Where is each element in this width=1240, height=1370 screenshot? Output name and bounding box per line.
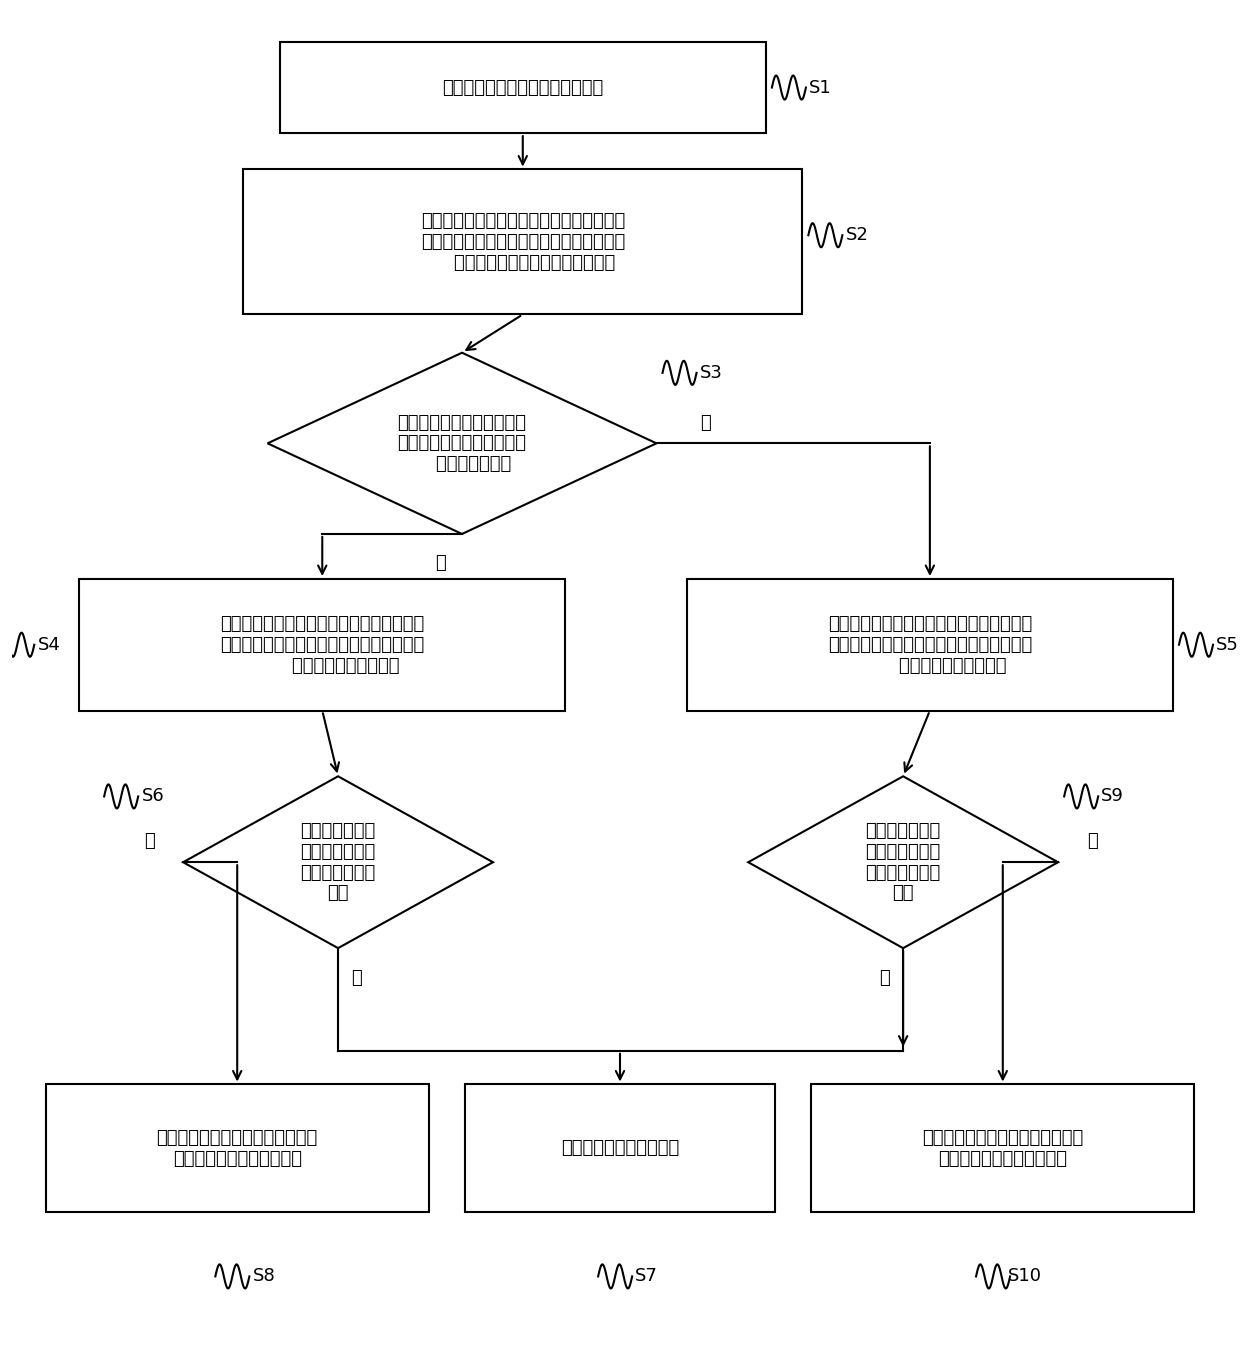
Text: 是: 是 — [351, 969, 362, 986]
Text: 判断所述第一期
望速度是否大于
第一预设速度饱
和值: 判断所述第一期 望速度是否大于 第一预设速度饱 和值 — [300, 822, 376, 903]
Bar — [46, 1085, 429, 1212]
Text: S1: S1 — [810, 78, 832, 96]
Text: S8: S8 — [253, 1267, 275, 1285]
Text: 是: 是 — [879, 969, 890, 986]
Polygon shape — [184, 777, 494, 948]
Bar — [243, 170, 802, 315]
Text: S7: S7 — [635, 1267, 658, 1285]
Text: 控制所述机器人的所述当前运行速
度改变为所述第一期望速度: 控制所述机器人的所述当前运行速 度改变为所述第一期望速度 — [156, 1129, 317, 1167]
Text: S6: S6 — [141, 788, 164, 806]
Text: 控制所述机器人停止运动: 控制所述机器人停止运动 — [560, 1140, 680, 1158]
Bar — [79, 580, 565, 711]
Text: 判断所述期望加速度与所述
机器人的当前运行速度是否
    具有相同的方向: 判断所述期望加速度与所述 机器人的当前运行速度是否 具有相同的方向 — [398, 414, 527, 473]
Text: S5: S5 — [1216, 636, 1239, 653]
Text: 根据第二虚拟阻尼以及第二虚拟质量调整所
述机器人的所述当前运行速度，以使所述机
        器人具有第二期望速度: 根据第二虚拟阻尼以及第二虚拟质量调整所 述机器人的所述当前运行速度，以使所述机 … — [828, 615, 1032, 674]
Text: 否: 否 — [699, 414, 711, 432]
Text: 否: 否 — [1086, 832, 1097, 849]
Text: 否: 否 — [144, 832, 155, 849]
Text: S3: S3 — [699, 364, 723, 382]
Text: S2: S2 — [846, 226, 868, 244]
Bar — [811, 1085, 1194, 1212]
Text: 判断所述第二期
望速度是否小于
第二预设速度饱
和值: 判断所述第二期 望速度是否小于 第二预设速度饱 和值 — [866, 822, 941, 903]
Polygon shape — [748, 777, 1058, 948]
Bar — [465, 1085, 775, 1212]
Text: 控制所述机器人的所述当前运行速
度改变为所述第二期望速度: 控制所述机器人的所述当前运行速 度改变为所述第二期望速度 — [923, 1129, 1084, 1167]
Text: 是: 是 — [435, 555, 445, 573]
Text: 利用所述操作力以及预设导纳参数计算所述
机器人的期望加速度，所述预设导纳参数包
    括预设虚拟阻尼以及预设虚拟质量: 利用所述操作力以及预设导纳参数计算所述 机器人的期望加速度，所述预设导纳参数包 … — [420, 212, 625, 271]
Text: S9: S9 — [1101, 788, 1125, 806]
Text: S10: S10 — [1008, 1267, 1042, 1285]
Polygon shape — [268, 352, 656, 534]
Text: S4: S4 — [37, 636, 61, 653]
Bar — [280, 42, 766, 133]
Bar — [687, 580, 1173, 711]
Text: 根据第一虚拟阻尼以及第一虚拟质量调整所
述机器人的所述当前运行速度，以使所述机
        器人具有第一期望速度: 根据第一虚拟阻尼以及第一虚拟质量调整所 述机器人的所述当前运行速度，以使所述机 … — [221, 615, 424, 674]
Text: 检测施加在所述机器人上的操作力: 检测施加在所述机器人上的操作力 — [443, 78, 604, 96]
